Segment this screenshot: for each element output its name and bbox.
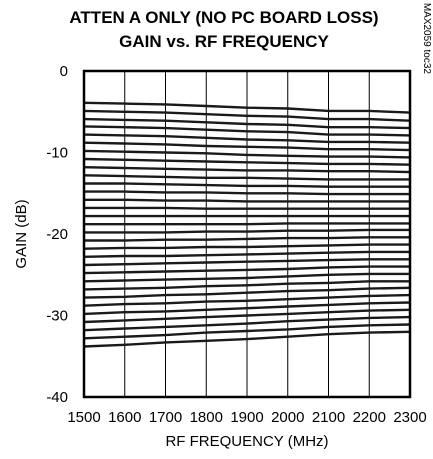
gain-curve-10 [83, 174, 410, 181]
x-tick-label-2000: 2000 [271, 409, 304, 426]
plot-frame [82, 69, 412, 399]
gain-curve-9 [83, 166, 411, 174]
gain-curve-30 [83, 323, 411, 340]
y-tick-label--20: -20 [46, 226, 68, 243]
x-axis-label: RF FREQUENCY (MHz) [165, 433, 328, 450]
gain-curve-16 [84, 222, 410, 226]
figure-id-annotation: MAX2059 toc32 [421, 3, 432, 75]
gain-curve-7 [83, 149, 411, 159]
x-tick-label-1900: 1900 [230, 409, 263, 426]
y-tick-label--10: -10 [46, 145, 68, 162]
x-tick-label-2200: 2200 [353, 409, 386, 426]
gain-curve-13 [84, 198, 410, 203]
x-tick-label-1600: 1600 [108, 409, 141, 426]
gain-curve-2 [83, 109, 411, 122]
y-tick-label--40: -40 [46, 389, 68, 406]
gain-curve-22 [83, 265, 410, 275]
y-axis-label: GAIN (dB) [13, 199, 30, 268]
chart-title-line-2: GAIN vs. RF FREQUENCY [119, 32, 329, 51]
x-axis-tick-labels: 1500 1600 1700 1800 1900 2000 2100 2200 2300 [67, 409, 426, 426]
gain-curve-1 [83, 101, 411, 114]
gain-curve-25 [83, 286, 411, 299]
gain-curve-26 [83, 293, 411, 307]
gain-curve-3 [83, 117, 411, 130]
gain-curve-14 [84, 206, 410, 210]
gain-curve-27 [83, 301, 411, 316]
x-tick-label-2300: 2300 [393, 409, 426, 426]
chart-title-line-1: ATTEN A ONLY (NO PC BOARD LOSS) [69, 8, 378, 27]
gain-curve-5 [83, 133, 411, 144]
gain-curve-12 [84, 190, 410, 196]
x-tick-label-1700: 1700 [149, 409, 182, 426]
gain-curve-6 [83, 141, 411, 152]
y-axis-tick-labels: 0 -10 -20 -30 -40 [46, 63, 68, 406]
y-tick-label-0: 0 [60, 63, 68, 80]
data-series [83, 101, 411, 348]
gain-curve-31 [83, 330, 411, 348]
gain-curve-20 [83, 250, 410, 258]
gain-curve-18 [84, 236, 410, 242]
gain-curve-11 [84, 182, 410, 188]
gain-curve-28 [83, 308, 411, 324]
x-tick-label-1500: 1500 [67, 409, 100, 426]
gain-curve-24 [83, 280, 410, 291]
gain-curve-17 [84, 228, 410, 234]
gain-curve-19 [83, 243, 410, 250]
gain-curve-8 [83, 157, 411, 166]
x-tick-label-2100: 2100 [312, 409, 345, 426]
gain-curve-29 [83, 315, 411, 332]
gain-curve-21 [83, 258, 410, 267]
gain-curve-4 [83, 125, 411, 137]
y-tick-label--30: -30 [46, 308, 68, 325]
gain-curve-23 [83, 272, 410, 283]
x-tick-label-1800: 1800 [190, 409, 223, 426]
